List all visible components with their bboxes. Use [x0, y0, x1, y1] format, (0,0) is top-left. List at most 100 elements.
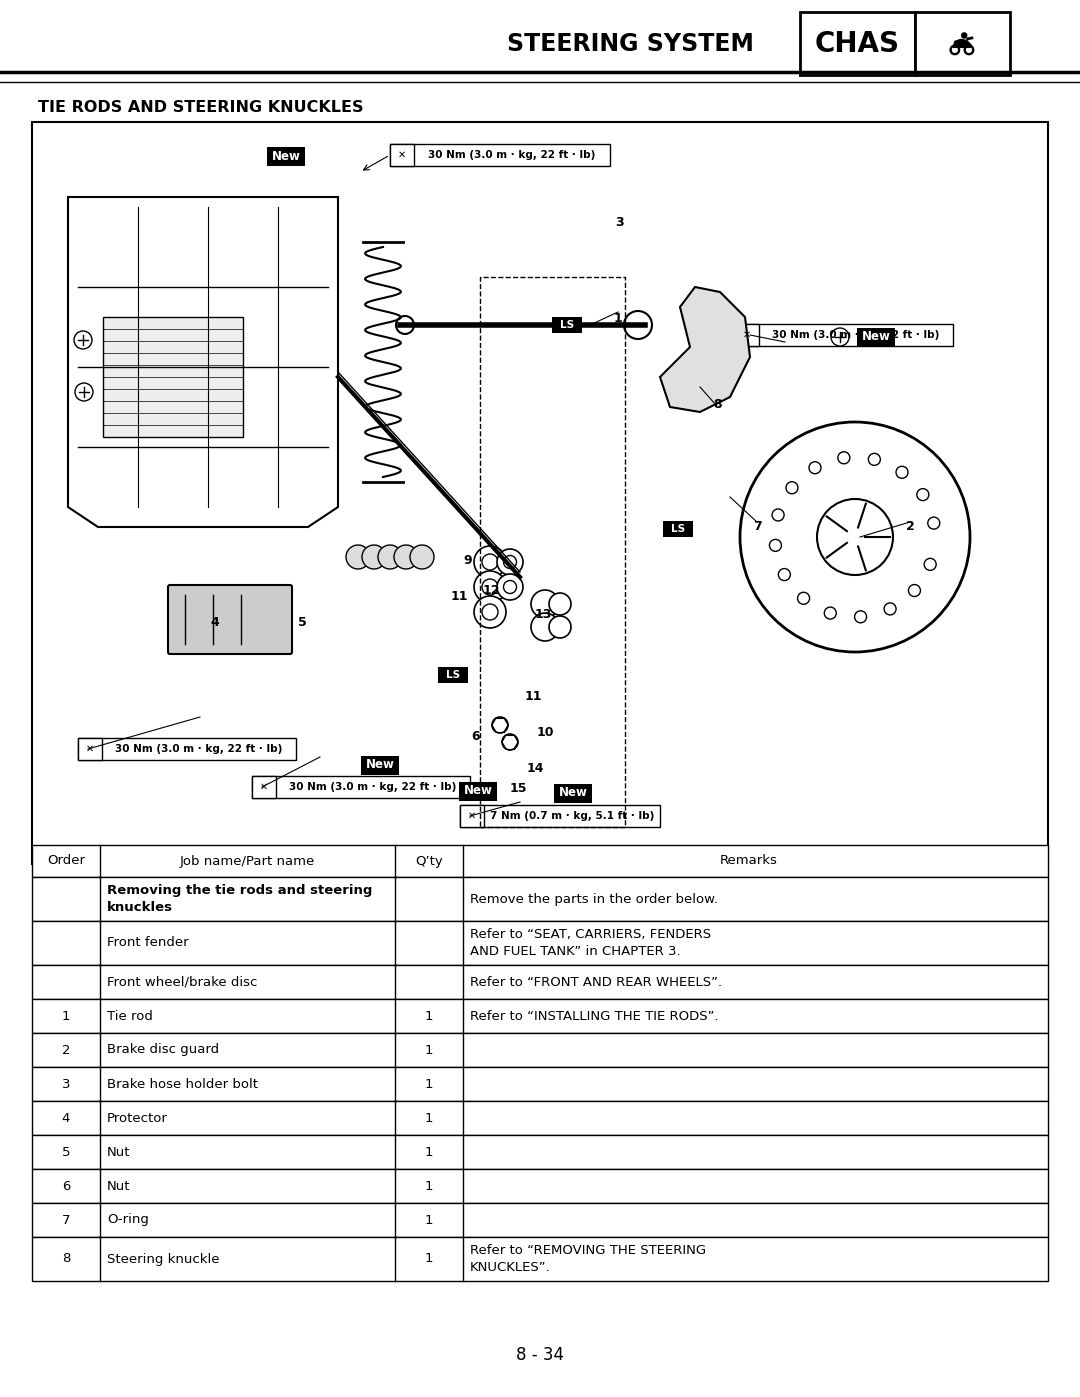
Text: New: New: [463, 785, 492, 798]
Text: Front wheel/brake disc: Front wheel/brake disc: [107, 975, 257, 989]
Bar: [32, 877, 1048, 921]
Circle shape: [838, 451, 850, 464]
Bar: [32, 1203, 1048, 1236]
Text: Steering knuckle: Steering knuckle: [107, 1253, 219, 1266]
Bar: [78, 738, 296, 760]
Circle shape: [549, 616, 571, 638]
Bar: [361, 756, 399, 774]
Circle shape: [964, 45, 974, 54]
Text: Protector: Protector: [107, 1112, 167, 1125]
Circle shape: [967, 47, 971, 52]
Bar: [800, 13, 915, 75]
Bar: [32, 1134, 1048, 1169]
Circle shape: [394, 545, 418, 569]
Circle shape: [531, 613, 559, 641]
Text: LS: LS: [671, 524, 685, 534]
Circle shape: [497, 574, 523, 599]
Text: Refer to “FRONT AND REAR WHEELS”.: Refer to “FRONT AND REAR WHEELS”.: [470, 975, 723, 989]
Text: New: New: [558, 787, 588, 799]
Text: 30 Nm (3.0 m · kg, 22 ft · lb): 30 Nm (3.0 m · kg, 22 ft · lb): [116, 745, 283, 754]
Text: New: New: [271, 149, 300, 162]
Text: Removing the tie rods and steering
knuckles: Removing the tie rods and steering knuck…: [107, 884, 373, 914]
Circle shape: [474, 571, 507, 604]
Polygon shape: [660, 286, 750, 412]
Bar: [390, 144, 610, 166]
Text: Nut: Nut: [107, 1179, 131, 1193]
Circle shape: [502, 733, 518, 750]
Circle shape: [497, 549, 523, 576]
Text: ✕: ✕: [468, 812, 476, 821]
Text: CHAS: CHAS: [815, 29, 900, 57]
Circle shape: [896, 467, 908, 478]
Bar: [267, 147, 305, 165]
Text: New: New: [365, 759, 394, 771]
Circle shape: [908, 584, 920, 597]
Circle shape: [378, 545, 402, 569]
Bar: [915, 13, 1010, 75]
Circle shape: [482, 555, 498, 570]
Text: 14: 14: [526, 763, 543, 775]
Text: 1: 1: [424, 1077, 433, 1091]
Text: 4: 4: [62, 1112, 70, 1125]
Circle shape: [531, 590, 559, 617]
Circle shape: [410, 545, 434, 569]
Text: LS: LS: [446, 671, 460, 680]
Circle shape: [928, 517, 940, 529]
Text: 13: 13: [535, 609, 552, 622]
Bar: [438, 666, 468, 683]
Polygon shape: [68, 197, 338, 527]
Circle shape: [786, 482, 798, 493]
Text: 1: 1: [424, 1044, 433, 1056]
Circle shape: [474, 597, 507, 629]
Circle shape: [854, 610, 866, 623]
Text: Tie rod: Tie rod: [107, 1010, 153, 1023]
Text: 30 Nm (3.0 m · kg, 22 ft · lb): 30 Nm (3.0 m · kg, 22 ft · lb): [289, 782, 457, 792]
Circle shape: [924, 559, 936, 570]
Circle shape: [769, 539, 782, 552]
Circle shape: [779, 569, 791, 581]
Text: 8: 8: [714, 398, 723, 412]
Text: 5: 5: [62, 1146, 70, 1158]
Text: Refer to “SEAT, CARRIERS, FENDERS
AND FUEL TANK” in CHAPTER 3.: Refer to “SEAT, CARRIERS, FENDERS AND FU…: [470, 928, 711, 958]
Bar: [32, 1236, 1048, 1281]
Text: Refer to “INSTALLING THE TIE RODS”.: Refer to “INSTALLING THE TIE RODS”.: [470, 1010, 718, 1023]
Text: 10: 10: [537, 725, 554, 739]
Bar: [78, 738, 102, 760]
Bar: [103, 317, 243, 437]
Bar: [32, 845, 1048, 877]
Text: 1: 1: [424, 1112, 433, 1125]
Text: Brake hose holder bolt: Brake hose holder bolt: [107, 1077, 258, 1091]
Circle shape: [474, 546, 507, 578]
Text: Nut: Nut: [107, 1146, 131, 1158]
Text: 5: 5: [298, 616, 307, 629]
Text: 6: 6: [472, 731, 481, 743]
Text: Remove the parts in the order below.: Remove the parts in the order below.: [470, 893, 718, 905]
Text: 1: 1: [424, 1010, 433, 1023]
Text: TIE RODS AND STEERING KNUCKLES: TIE RODS AND STEERING KNUCKLES: [38, 101, 364, 116]
Bar: [460, 805, 660, 827]
Text: LS: LS: [559, 320, 575, 330]
Bar: [554, 784, 592, 802]
Circle shape: [950, 45, 960, 54]
Circle shape: [953, 47, 957, 52]
Text: 15: 15: [510, 782, 527, 795]
Circle shape: [831, 328, 849, 346]
Text: 3: 3: [616, 215, 624, 229]
Bar: [858, 327, 895, 346]
Bar: [32, 1169, 1048, 1203]
Text: Job name/Part name: Job name/Part name: [180, 855, 315, 868]
Circle shape: [482, 578, 498, 595]
Text: 1: 1: [613, 313, 622, 326]
Text: 11: 11: [450, 591, 468, 604]
FancyBboxPatch shape: [168, 585, 292, 654]
Text: ✕: ✕: [260, 782, 268, 792]
Text: Front fender: Front fender: [107, 936, 189, 950]
Text: 2: 2: [906, 521, 915, 534]
Text: Q’ty: Q’ty: [415, 855, 443, 868]
Text: ✕: ✕: [86, 745, 94, 754]
Text: 7: 7: [62, 1214, 70, 1227]
Circle shape: [503, 581, 516, 594]
Bar: [32, 965, 1048, 999]
Text: 4: 4: [211, 616, 219, 629]
Circle shape: [482, 604, 498, 620]
